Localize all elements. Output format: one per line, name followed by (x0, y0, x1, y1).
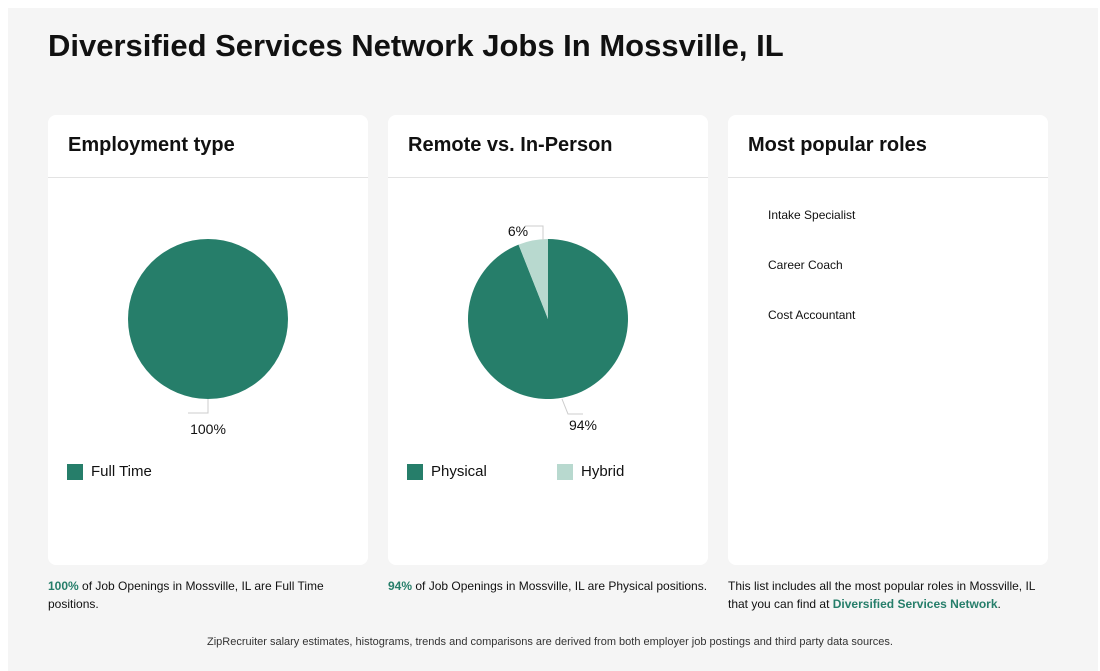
remote-vs-in-person-pie-chart: 6% 94% (468, 223, 628, 433)
role-item-cost-accountant[interactable]: Cost Accountant (768, 308, 856, 322)
legend-label-full-time: Full Time (91, 463, 152, 480)
legend-swatch-hybrid (557, 463, 573, 480)
caption-text-physical: of Job Openings in Mossville, IL are Phy… (412, 579, 708, 593)
employment-type-card: Employment type 100% Full Time (48, 115, 368, 565)
caption-highlight-physical: 94% (388, 579, 413, 593)
pie-label-physical: 94% (569, 417, 597, 433)
roles-caption-text: This list includes all the most popular … (728, 579, 1036, 611)
legend-item-physical: Physical (407, 463, 557, 480)
pie-label-leader (188, 399, 209, 414)
most-popular-roles-title: Most popular roles (728, 115, 1048, 178)
footer-disclaimer: ZipRecruiter salary estimates, histogram… (207, 636, 893, 648)
pie-label-leader-hybrid (525, 225, 544, 240)
legend-swatch-physical (407, 463, 423, 480)
pie-slice-hybrid (518, 239, 548, 319)
page-title: Diversified Services Network Jobs In Mos… (48, 28, 784, 63)
roles-list: Intake Specialist Career Coach Cost Acco… (768, 208, 855, 358)
most-popular-roles-card: Most popular roles Intake Specialist Car… (728, 115, 1048, 565)
remote-caption: 94% of Job Openings in Mossville, IL are… (388, 577, 708, 595)
caption-text-full-time: of Job Openings in Mossville, IL are Ful… (48, 579, 324, 611)
employer-link[interactable]: Diversified Services Network (832, 597, 998, 611)
remote-vs-in-person-title: Remote vs. In-Person (388, 115, 708, 178)
legend-swatch-full-time (67, 463, 83, 480)
pie-label-hybrid: 6% (508, 223, 528, 239)
role-item-career-coach[interactable]: Career Coach (768, 258, 843, 272)
pie-slice-full-time (128, 239, 288, 399)
roles-caption: This list includes all the most popular … (728, 577, 1048, 613)
legend-item-full-time: Full Time (67, 463, 152, 480)
employment-type-title: Employment type (48, 115, 368, 178)
legend-label-hybrid: Hybrid (581, 463, 625, 480)
employment-type-pie-chart: 100% (128, 239, 288, 437)
role-item-intake-specialist[interactable]: Intake Specialist (768, 208, 856, 222)
pie-label-leader-physical (561, 398, 583, 415)
remote-vs-in-person-card: Remote vs. In-Person 6% 94% Physical Hyb… (388, 115, 708, 565)
legend-item-hybrid: Hybrid (557, 463, 624, 480)
remote-vs-in-person-legend: Physical Hybrid (407, 463, 624, 480)
legend-label-physical: Physical (431, 463, 487, 480)
caption-highlight-full-time: 100% (48, 579, 79, 593)
employment-type-caption: 100% of Job Openings in Mossville, IL ar… (48, 577, 368, 613)
pie-label-full-time: 100% (190, 421, 226, 437)
employment-type-legend: Full Time (67, 463, 152, 480)
roles-caption-end: . (997, 597, 1001, 611)
